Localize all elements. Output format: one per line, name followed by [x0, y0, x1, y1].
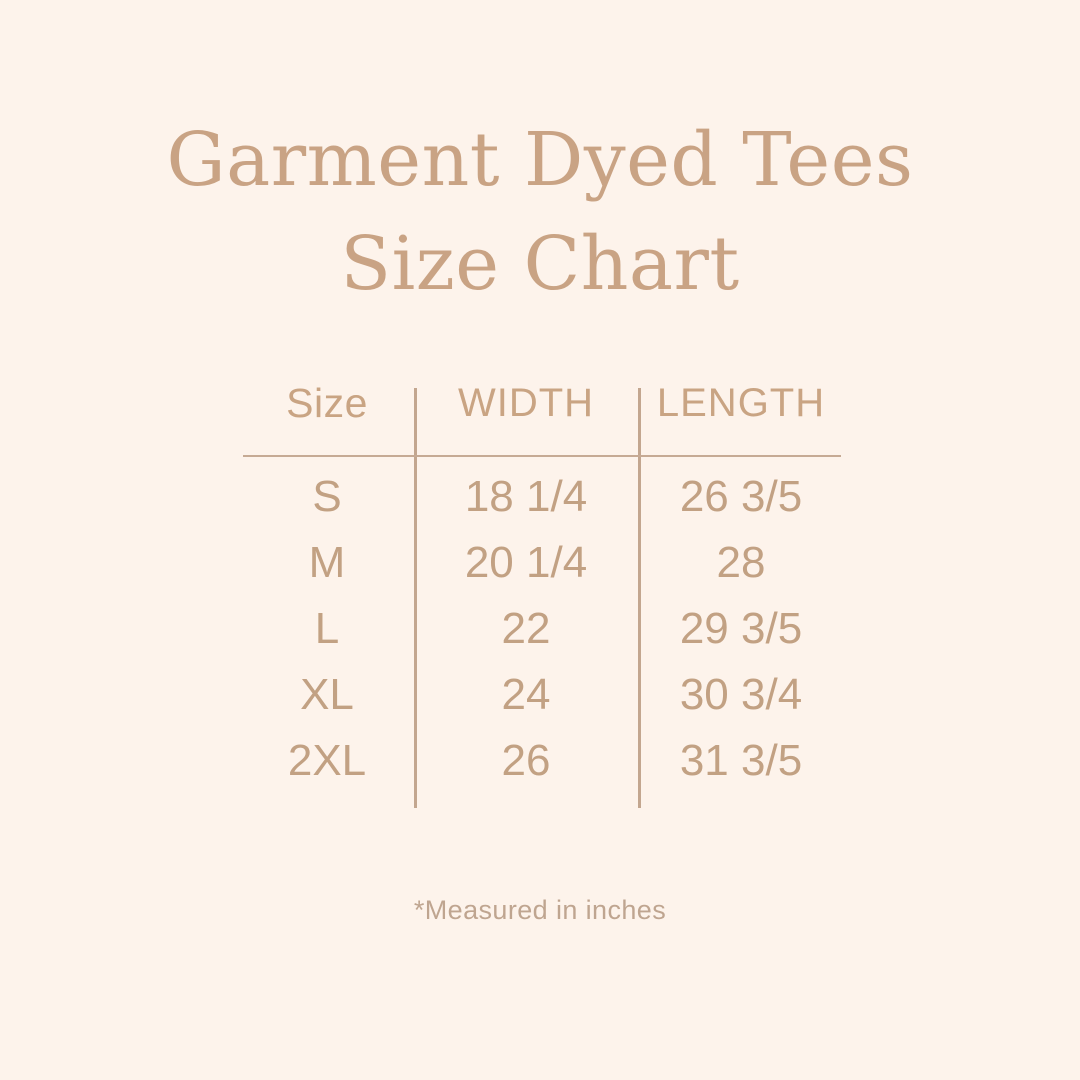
- page-title: Garment Dyed Tees Size Chart: [0, 108, 1080, 316]
- table-body: S 18 1/4 26 3/5 M 20 1/4 28 L 22 29 3/5 …: [240, 450, 844, 794]
- column-divider-2: [638, 388, 641, 808]
- title-line-1: Garment Dyed Tees: [166, 117, 914, 203]
- table-row: 2XL 26 31 3/5: [240, 728, 844, 794]
- column-header-size: Size: [286, 380, 368, 426]
- column-divider-1: [414, 388, 417, 808]
- cell-length: 31 3/5: [679, 736, 803, 785]
- column-header-width: WIDTH: [457, 381, 595, 425]
- cell-size: XL: [300, 670, 354, 719]
- table-row: XL 24 30 3/4: [240, 662, 844, 728]
- cell-size: M: [308, 538, 346, 587]
- cell-width: 20 1/4: [464, 538, 588, 587]
- table-header: Size WIDTH LENGTH: [240, 380, 844, 450]
- cell-length: 29 3/5: [679, 604, 803, 653]
- cell-length: 30 3/4: [679, 670, 803, 719]
- cell-length: 26 3/5: [679, 472, 803, 521]
- size-chart-table: Size WIDTH LENGTH S 18 1/4 26 3/5 M 20 1…: [240, 380, 844, 794]
- cell-width: 24: [501, 670, 551, 719]
- measurement-footnote: *Measured in inches: [413, 895, 667, 925]
- cell-size: L: [314, 604, 340, 653]
- title-line-2: Size Chart: [340, 221, 740, 307]
- cell-length: 28: [716, 538, 766, 587]
- column-header-length: LENGTH: [656, 381, 826, 425]
- table-row: S 18 1/4 26 3/5: [240, 450, 844, 530]
- cell-size: S: [312, 472, 342, 521]
- table-header-row: Size WIDTH LENGTH: [240, 380, 844, 450]
- header-divider: [243, 455, 841, 457]
- cell-width: 26: [501, 736, 551, 785]
- table-row: M 20 1/4 28: [240, 530, 844, 596]
- cell-width: 18 1/4: [464, 472, 588, 521]
- table-row: L 22 29 3/5: [240, 596, 844, 662]
- size-chart-table-wrapper: Size WIDTH LENGTH S 18 1/4 26 3/5 M 20 1…: [240, 380, 844, 812]
- cell-size: 2XL: [287, 736, 367, 785]
- cell-width: 22: [501, 604, 551, 653]
